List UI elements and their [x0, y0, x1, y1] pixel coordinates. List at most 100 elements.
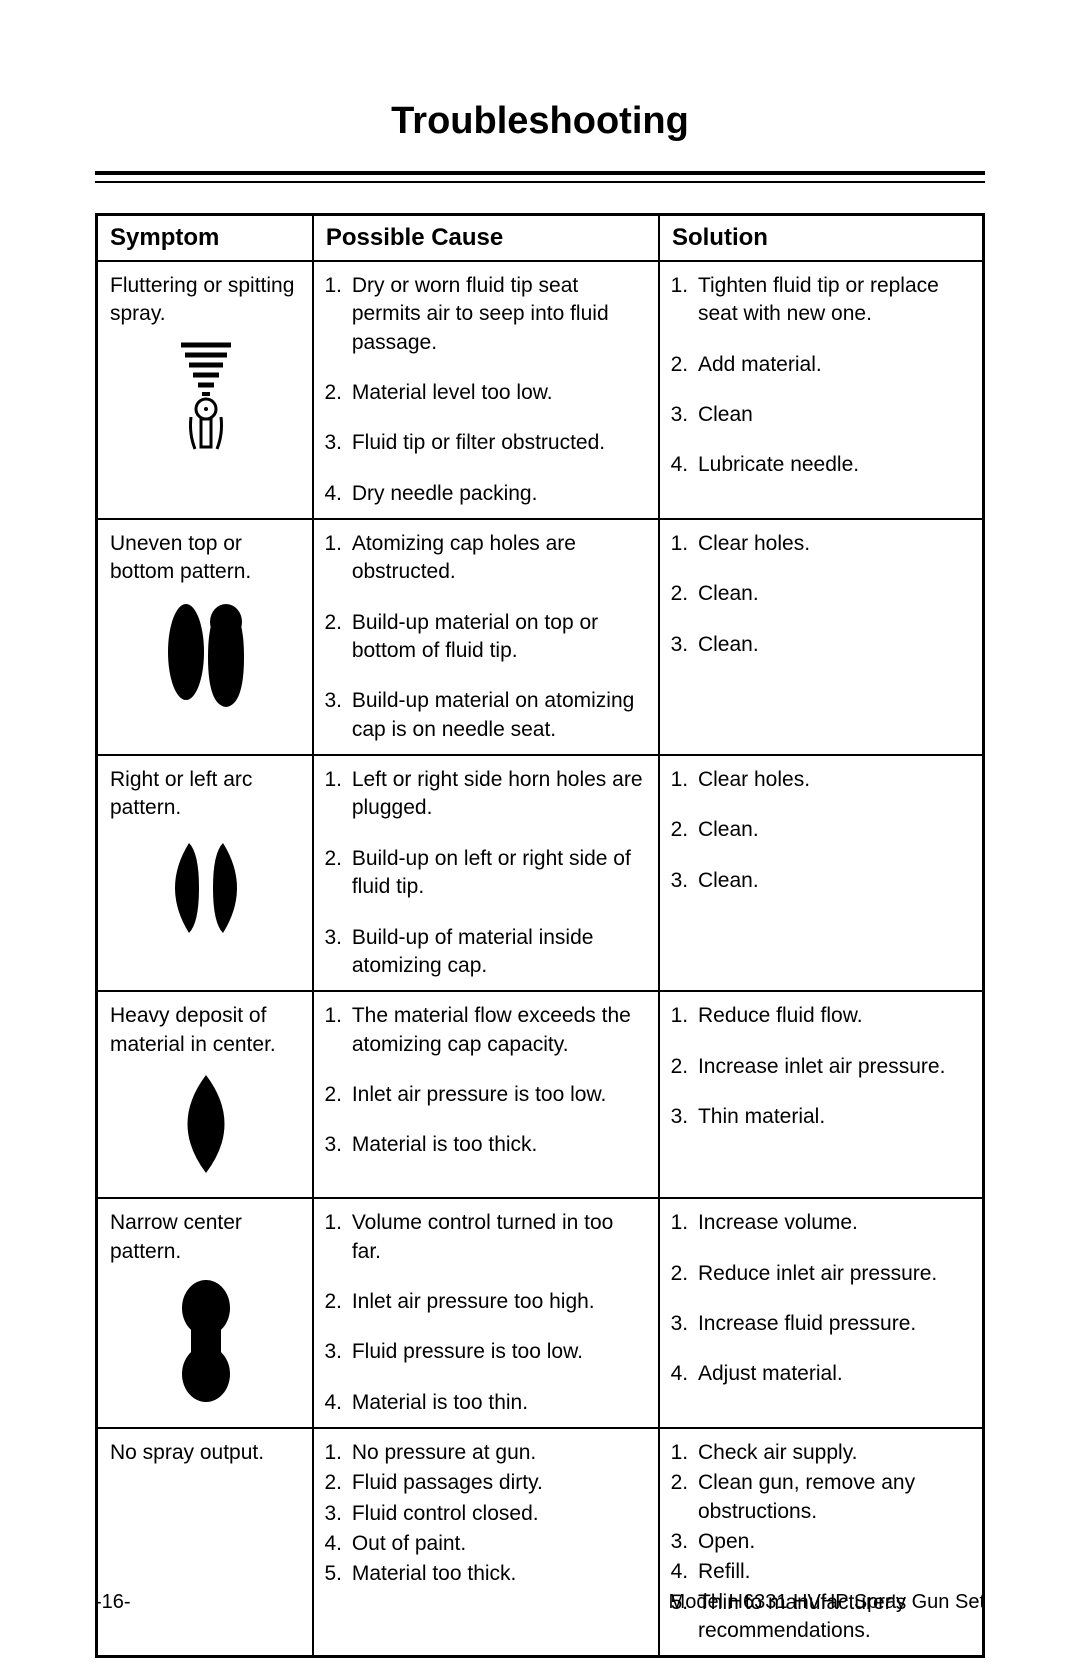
solution-item: Check air supply. [694, 1439, 972, 1467]
page-footer: -16- Model H6331 HVHP Spray Gun Set [95, 1591, 985, 1614]
symptom-cell: Uneven top or bottom pattern. [97, 519, 313, 755]
cause-item: Material is too thin. [348, 1389, 648, 1417]
cause-item: Material level too low. [348, 379, 648, 407]
cause-item: Inlet air pressure is too low. [348, 1081, 648, 1109]
cause-cell: Left or right side horn holes are plugge… [313, 755, 659, 991]
uneven-pattern-icon [156, 597, 256, 717]
cause-item: Out of paint. [348, 1530, 648, 1558]
cause-item: Build-up on left or right side of fluid … [348, 845, 648, 902]
cause-list: Dry or worn fluid tip seat permits air t… [326, 272, 648, 508]
solution-item: Clean [694, 401, 972, 429]
symptom-diagram [110, 1276, 302, 1414]
solution-cell: Tighten fluid tip or replace seat with n… [659, 261, 984, 519]
symptom-cell: No spray output. [97, 1428, 313, 1657]
solution-list: Tighten fluid tip or replace seat with n… [672, 272, 972, 480]
cause-item: Volume control turned in too far. [348, 1209, 648, 1266]
cause-item: The material flow exceeds the atomizing … [348, 1002, 648, 1059]
solution-item: Increase volume. [694, 1209, 972, 1237]
solution-list: Clear holes. Clean. Clean. [672, 530, 972, 659]
solution-cell: Reduce fluid flow. Increase inlet air pre… [659, 991, 984, 1198]
solution-item: Clean. [694, 816, 972, 844]
solution-item: Refill. [694, 1558, 972, 1586]
symptom-text: Right or left arc pattern. [110, 766, 302, 823]
solution-item: Clear holes. [694, 530, 972, 558]
symptom-diagram [110, 597, 302, 725]
cause-item: Fluid passages dirty. [348, 1469, 648, 1497]
header-symptom: Symptom [97, 215, 313, 262]
solution-item: Clear holes. [694, 766, 972, 794]
solution-cell: Clear holes. Clean. Clean. [659, 755, 984, 991]
cause-cell: The material flow exceeds the atomizing … [313, 991, 659, 1198]
cause-item: Fluid tip or filter obstructed. [348, 429, 648, 457]
symptom-cell: Heavy deposit of material in center. [97, 991, 313, 1198]
solution-item: Lubricate needle. [694, 451, 972, 479]
cause-list: Atomizing cap holes are obstructed. Build… [326, 530, 648, 744]
cause-item: Atomizing cap holes are obstructed. [348, 530, 648, 587]
troubleshooting-table: Symptom Possible Cause Solution Flutteri… [95, 213, 985, 1658]
model-label: Model H6331 HVHP Spray Gun Set [669, 1591, 985, 1614]
header-cause: Possible Cause [313, 215, 659, 262]
divider-thick [95, 171, 985, 175]
cause-item: Inlet air pressure too high. [348, 1288, 648, 1316]
solution-item: Clean. [694, 580, 972, 608]
cause-list: Volume control turned in too far. Inlet a… [326, 1209, 648, 1417]
solution-cell: Check air supply.Clean gun, remove any o… [659, 1428, 984, 1657]
symptom-cell: Right or left arc pattern. [97, 755, 313, 991]
cause-item: Build-up of material inside atomizing ca… [348, 924, 648, 981]
solution-item: Clean gun, remove any obstructions. [694, 1469, 972, 1526]
cause-item: Material too thick. [348, 1560, 648, 1588]
symptom-text: Heavy deposit of material in center. [110, 1002, 302, 1059]
symptom-diagram [110, 833, 302, 951]
solution-list: Check air supply.Clean gun, remove any o… [672, 1439, 972, 1645]
solution-item: Increase inlet air pressure. [694, 1053, 972, 1081]
table-header-row: Symptom Possible Cause Solution [97, 215, 984, 262]
table-row: Narrow center pattern. Volume control tu… [97, 1198, 984, 1428]
table-row: Right or left arc pattern. Left or right… [97, 755, 984, 991]
solution-item: Clean. [694, 867, 972, 895]
symptom-diagram [110, 1069, 302, 1187]
solution-list: Reduce fluid flow. Increase inlet air pre… [672, 1002, 972, 1131]
solution-item: Clean. [694, 631, 972, 659]
page-number: -16- [95, 1591, 131, 1614]
table-row: No spray output. No pressure at gun.Fluid… [97, 1428, 984, 1657]
solution-item: Tighten fluid tip or replace seat with n… [694, 272, 972, 329]
table-row: Uneven top or bottom pattern. Atomizing … [97, 519, 984, 755]
cause-cell: No pressure at gun.Fluid passages dirty.… [313, 1428, 659, 1657]
page-title: Troubleshooting [95, 100, 985, 143]
solution-list: Increase volume. Reduce inlet air pressur… [672, 1209, 972, 1388]
symptom-text: Fluttering or spitting spray. [110, 272, 302, 329]
solution-item: Reduce fluid flow. [694, 1002, 972, 1030]
cause-cell: Atomizing cap holes are obstructed. Build… [313, 519, 659, 755]
fluttering-icon [171, 339, 241, 459]
cause-list: No pressure at gun.Fluid passages dirty.… [326, 1439, 648, 1589]
cause-item: Build-up material on atomizing cap is on… [348, 687, 648, 744]
symptom-cell: Fluttering or spitting spray. [97, 261, 313, 519]
symptom-text: No spray output. [110, 1439, 302, 1467]
solution-cell: Increase volume. Reduce inlet air pressur… [659, 1198, 984, 1428]
arc-pattern-icon [151, 833, 261, 943]
solution-item: Open. [694, 1528, 972, 1556]
table-row: Fluttering or spitting spray. Dry or wor… [97, 261, 984, 519]
cause-cell: Volume control turned in too far. Inlet a… [313, 1198, 659, 1428]
cause-item: Left or right side horn holes are plugge… [348, 766, 648, 823]
solution-cell: Clear holes. Clean. Clean. [659, 519, 984, 755]
symptom-text: Uneven top or bottom pattern. [110, 530, 302, 587]
cause-item: Material is too thick. [348, 1131, 648, 1159]
table-row: Heavy deposit of material in center. The… [97, 991, 984, 1198]
cause-cell: Dry or worn fluid tip seat permits air t… [313, 261, 659, 519]
solution-list: Clear holes. Clean. Clean. [672, 766, 972, 895]
cause-item: Dry needle packing. [348, 480, 648, 508]
symptom-text: Narrow center pattern. [110, 1209, 302, 1266]
manual-page: Troubleshooting Symptom Possible Cause S… [0, 0, 1080, 1669]
cause-item: Build-up material on top or bottom of fl… [348, 609, 648, 666]
solution-item: Thin material. [694, 1103, 972, 1131]
cause-list: Left or right side horn holes are plugge… [326, 766, 648, 980]
symptom-diagram [110, 339, 302, 467]
narrow-pattern-icon [171, 1276, 241, 1406]
cause-item: Fluid pressure is too low. [348, 1338, 648, 1366]
solution-item: Adjust material. [694, 1360, 972, 1388]
cause-list: The material flow exceeds the atomizing … [326, 1002, 648, 1159]
cause-item: Fluid control closed. [348, 1500, 648, 1528]
symptom-cell: Narrow center pattern. [97, 1198, 313, 1428]
solution-item: Reduce inlet air pressure. [694, 1260, 972, 1288]
